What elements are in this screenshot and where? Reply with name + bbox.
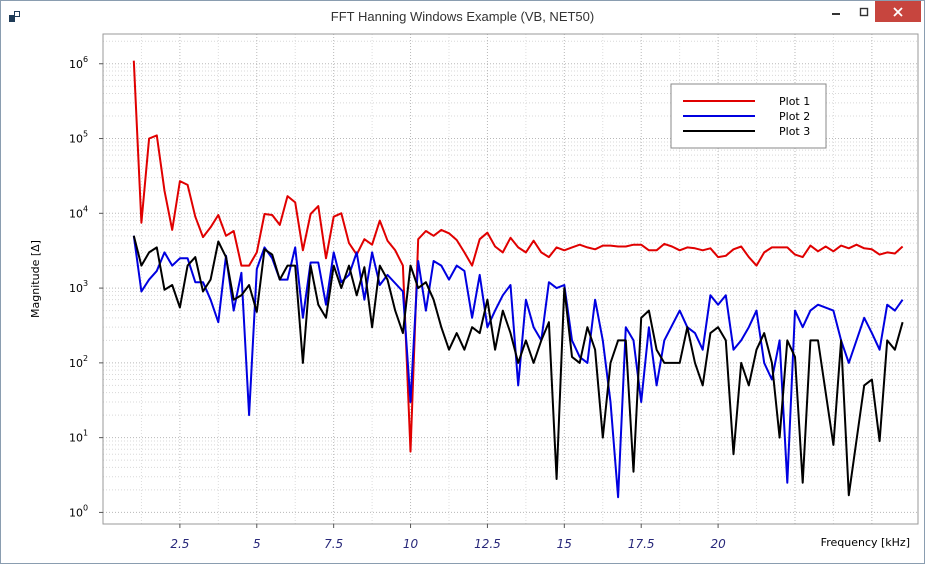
x-tick-label: 5: [253, 537, 261, 551]
x-tick-label: 15: [557, 537, 572, 551]
y-tick-label: 100: [69, 503, 88, 519]
y-tick-label: 101: [69, 429, 88, 445]
series-line-2: [132, 235, 904, 499]
y-tick-label: 105: [69, 130, 88, 146]
maximize-icon: [859, 7, 868, 17]
x-tick-label: 10: [403, 537, 419, 551]
series-lines: [132, 60, 904, 499]
chart-area: 100 101 102 103 104 105 106 2.5 5 7.5 10 12.5 15 17.…: [3, 32, 923, 562]
title-bar[interactable]: FFT Hanning Windows Example (VB, NET50): [1, 1, 924, 32]
x-tick-label: 20: [710, 537, 726, 551]
window-title: FFT Hanning Windows Example (VB, NET50): [330, 9, 595, 24]
minimize-button[interactable]: [821, 1, 850, 22]
maximize-button[interactable]: [849, 1, 878, 22]
legend-label: Plot 3: [779, 125, 810, 138]
close-icon: [893, 7, 903, 17]
minimize-icon: [831, 13, 840, 15]
close-button[interactable]: [875, 1, 921, 22]
x-axis-ticks: 2.5 5 7.5 10 12.5 15 17.5 20: [170, 524, 726, 551]
fft-chart: 100 101 102 103 104 105 106 2.5 5 7.5 10 12.5 15 17.…: [29, 33, 919, 551]
y-tick-label: 102: [69, 354, 88, 370]
x-tick-label: 12.5: [474, 537, 501, 551]
y-axis-ticks: 100 101 102 103 104 105 106: [69, 55, 103, 519]
x-tick-label: 17.5: [628, 537, 655, 551]
legend: Plot 1 Plot 2 Plot 3: [670, 83, 827, 149]
plot-frame: [102, 33, 919, 525]
y-tick-label: 106: [69, 55, 88, 71]
legend-label: Plot 2: [779, 110, 810, 123]
x-axis-label: Frequency [kHz]: [821, 536, 910, 549]
y-tick-label: 103: [69, 279, 88, 295]
y-axis-label: Magnitude [Δ]: [29, 240, 42, 318]
series-line-3: [132, 235, 904, 497]
app-icon[interactable]: [8, 9, 22, 23]
y-tick-label: 104: [69, 204, 88, 220]
x-tick-label: 7.5: [324, 537, 343, 551]
x-tick-label: 2.5: [170, 537, 189, 551]
series-line-1: [132, 60, 904, 453]
legend-label: Plot 1: [779, 95, 810, 108]
